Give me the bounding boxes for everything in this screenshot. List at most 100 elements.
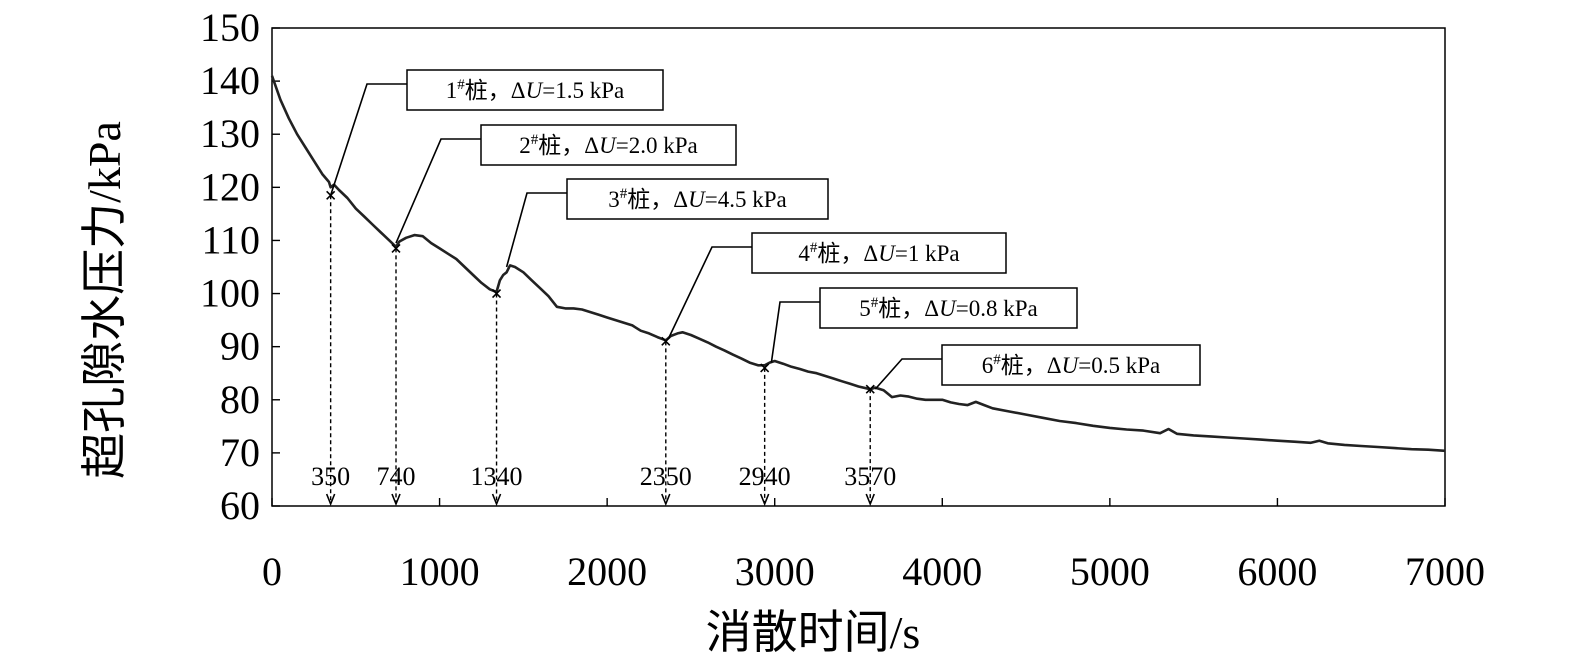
y-tick-label-130: 130 <box>200 111 260 156</box>
marker-label-4: 2350 <box>640 462 692 491</box>
plot-frame <box>271 27 1446 507</box>
marker-lines <box>325 195 875 507</box>
annotation-sup: # <box>620 186 628 202</box>
marker-label-5: 2940 <box>739 462 791 491</box>
annotation-leader-6 <box>874 358 942 390</box>
annotation-box-2 <box>480 124 737 166</box>
annotation-leader-2 <box>395 138 481 244</box>
annotation-text-1: 1#桩，ΔU=1.5 kPa <box>446 77 624 103</box>
annotation-text-5: 5#桩，ΔU=0.8 kPa <box>859 295 1037 321</box>
marker-cross-2 <box>391 243 401 253</box>
annotation-text-2: 2#桩，ΔU=2.0 kPa <box>519 132 697 158</box>
annotation-pile: 6 <box>982 353 994 378</box>
y-tick-label-70: 70 <box>220 430 260 475</box>
marker-cross-5 <box>760 363 770 373</box>
annotation-pile: 4 <box>798 241 810 266</box>
annotation-value: =4.5 kPa <box>705 187 787 212</box>
annotation-var: U <box>688 187 706 212</box>
x-axis-title: 消散时间/s <box>706 607 921 658</box>
annotation-text-6: 6#桩，ΔU=0.5 kPa <box>982 352 1160 378</box>
marker-arrow-6 <box>865 493 875 507</box>
annotation-1: 1#桩，ΔU=1.5 kPa <box>329 69 664 196</box>
y-tick-label-60: 60 <box>220 483 260 528</box>
series-line <box>270 75 1446 453</box>
x-tick-label-6000: 6000 <box>1237 549 1317 594</box>
x-tick-label-7000: 7000 <box>1405 549 1485 594</box>
annotation-sup: # <box>871 295 879 311</box>
annotation-pile: 1 <box>446 78 458 103</box>
y-axis: 60 70 80 90 100 110 120 130 140 150 <box>200 5 280 528</box>
marker-label-6: 3570 <box>844 462 896 491</box>
x-tick-label-2000: 2000 <box>567 549 647 594</box>
marker-arrow-4 <box>661 493 671 507</box>
annotation-5: 5#桩，ΔU=0.8 kPa <box>770 287 1078 363</box>
annotation-suffix: 桩， <box>627 187 673 212</box>
annotation-var: U <box>1062 353 1080 378</box>
annotation-box-4 <box>751 232 1007 274</box>
annotation-suffix: 桩， <box>878 296 924 321</box>
annotation-delta: Δ <box>1047 353 1062 378</box>
annotation-leader-3 <box>505 192 567 268</box>
annotation-suffix: 桩， <box>817 241 863 266</box>
y-axis-title: 超孔隙水压力/kPa <box>79 121 130 479</box>
annotation-value: =1 kPa <box>895 241 960 266</box>
marker-label-1: 350 <box>311 462 350 491</box>
annotation-value: =0.8 kPa <box>956 296 1038 321</box>
marker-arrow-1 <box>325 493 336 507</box>
marker-cross-6 <box>865 384 875 394</box>
y-tick-label-80: 80 <box>220 377 260 422</box>
annotation-4: 4#桩，ΔU=1 kPa <box>668 232 1007 338</box>
annotation-var: U <box>599 133 617 158</box>
annotation-delta: Δ <box>924 296 939 321</box>
y-tick-label-110: 110 <box>201 217 260 262</box>
annotation-value: =0.5 kPa <box>1078 353 1160 378</box>
x-tick-label-4000: 4000 <box>902 549 982 594</box>
annotation-delta: Δ <box>863 241 878 266</box>
x-tick-label-5000: 5000 <box>1070 549 1150 594</box>
annotation-box-5 <box>819 287 1078 329</box>
annotation-box-1 <box>406 69 664 111</box>
marker-label-2: 740 <box>377 462 416 491</box>
y-tick-label-90: 90 <box>220 324 260 369</box>
annotation-pile: 3 <box>608 187 620 212</box>
marker-crosses <box>326 190 875 394</box>
annotation-pile: 2 <box>519 133 531 158</box>
annotation-leader-4 <box>668 246 752 338</box>
annotation-delta: Δ <box>673 187 688 212</box>
annotation-var: U <box>939 296 957 321</box>
annotation-var: U <box>878 241 896 266</box>
annotation-sup: # <box>457 77 465 93</box>
marker-cross-4 <box>661 336 671 346</box>
annotation-suffix: 桩， <box>465 78 511 103</box>
y-tick-label-120: 120 <box>200 164 260 209</box>
annotation-box-3 <box>566 178 829 220</box>
marker-arrow-2 <box>391 493 401 507</box>
marker-arrow-5 <box>759 493 770 507</box>
annotation-value: =2.0 kPa <box>616 133 698 158</box>
annotation-text-4: 4#桩，ΔU=1 kPa <box>798 240 959 266</box>
annotation-leader-5 <box>770 301 820 363</box>
annotation-sup: # <box>810 240 818 256</box>
annotation-var: U <box>526 78 544 103</box>
x-tick-label-3000: 3000 <box>735 549 815 594</box>
annotation-3: 3#桩，ΔU=4.5 kPa <box>505 178 829 268</box>
annotation-suffix: 桩， <box>1001 353 1047 378</box>
annotation-delta: Δ <box>511 78 526 103</box>
annotation-pile: 5 <box>859 296 871 321</box>
annotation-box-6 <box>941 344 1201 386</box>
annotation-6: 6#桩，ΔU=0.5 kPa <box>874 344 1201 390</box>
annotation-sup: # <box>993 352 1001 368</box>
annotation-2: 2#桩，ΔU=2.0 kPa <box>395 124 737 244</box>
annotation-value: =1.5 kPa <box>542 78 624 103</box>
marker-labels: 350 740 1340 2350 2940 3570 <box>311 462 896 491</box>
x-axis: 0 1000 2000 3000 4000 5000 6000 7000 <box>262 498 1485 594</box>
annotation-delta: Δ <box>584 133 599 158</box>
annotation-suffix: 桩， <box>538 133 584 158</box>
x-tick-label-0: 0 <box>262 549 282 594</box>
annotation-text-3: 3#桩，ΔU=4.5 kPa <box>608 186 786 212</box>
x-tick-label-1000: 1000 <box>400 549 480 594</box>
y-tick-label-140: 140 <box>200 58 260 103</box>
y-tick-label-150: 150 <box>200 5 260 50</box>
